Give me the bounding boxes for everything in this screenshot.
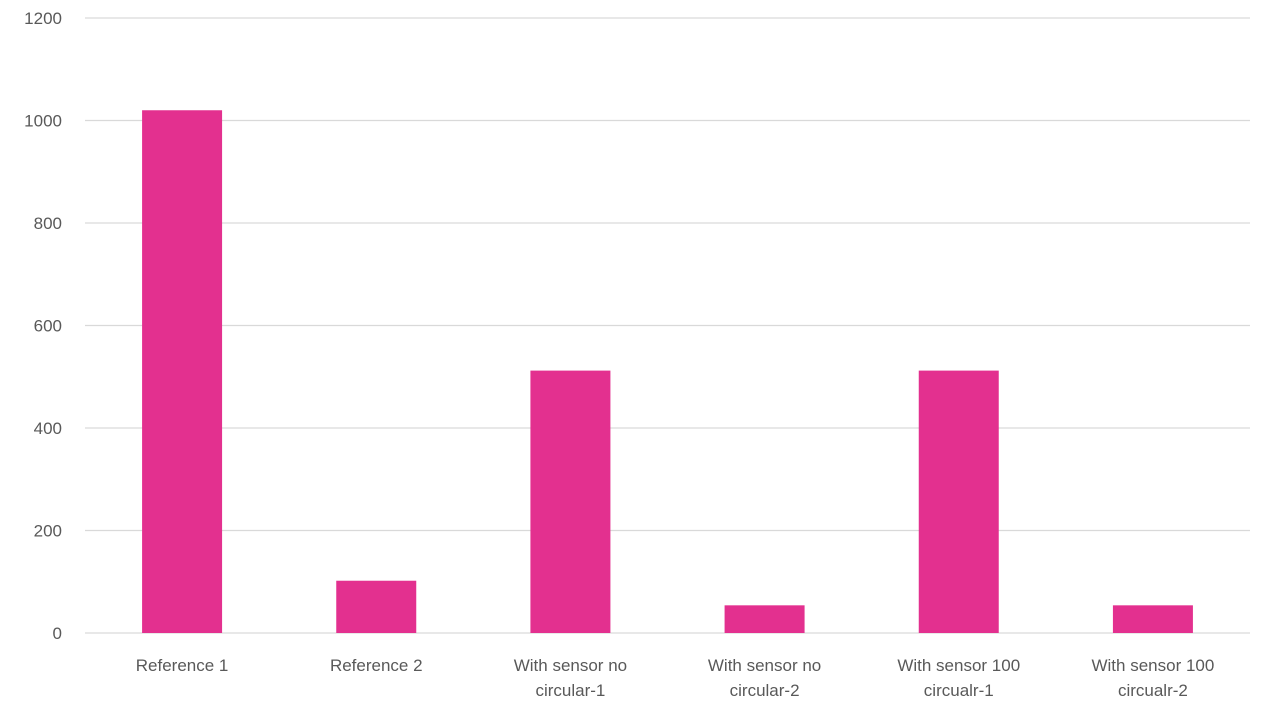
gridlines: [85, 17, 1250, 634]
y-tick-label: 800: [34, 214, 62, 233]
y-tick-label: 1200: [24, 9, 62, 28]
x-tick-label: With sensor 100 circualr-1: [897, 656, 1020, 700]
bars: [142, 110, 1193, 633]
x-axis-tick-labels: Reference 1 Reference 2 With sensor no circ…: [136, 656, 1215, 700]
bar: [336, 580, 417, 633]
x-tick-label-line: circualr-1: [924, 681, 994, 700]
x-tick-label: Reference 1: [136, 656, 229, 675]
y-tick-label: 0: [53, 624, 62, 643]
x-tick-label-line: With sensor 100: [1091, 656, 1214, 675]
x-tick-label-line: circualr-2: [1118, 681, 1188, 700]
x-tick-label-line: circular-1: [535, 681, 605, 700]
y-axis-tick-labels: 0 200 400 600 800 1000 1200: [24, 9, 62, 643]
y-tick-label: 200: [34, 522, 62, 541]
x-tick-label-line: With sensor no: [514, 656, 627, 675]
y-tick-label: 1000: [24, 112, 62, 131]
x-tick-label: Reference 2: [330, 656, 423, 675]
bar: [530, 370, 611, 633]
bar: [724, 605, 805, 633]
x-tick-label: With sensor no circular-2: [708, 656, 821, 700]
y-tick-label: 600: [34, 317, 62, 336]
bar: [918, 370, 999, 633]
x-tick-label: With sensor no circular-1: [514, 656, 627, 700]
x-tick-label-line: circular-2: [730, 681, 800, 700]
bar: [142, 110, 223, 633]
y-tick-label: 400: [34, 419, 62, 438]
x-tick-label-line: With sensor no: [708, 656, 821, 675]
x-tick-label-line: Reference 2: [330, 656, 423, 675]
x-tick-label: With sensor 100 circualr-2: [1091, 656, 1214, 700]
x-tick-label-line: Reference 1: [136, 656, 229, 675]
x-tick-label-line: With sensor 100: [897, 656, 1020, 675]
bar: [1112, 605, 1193, 633]
